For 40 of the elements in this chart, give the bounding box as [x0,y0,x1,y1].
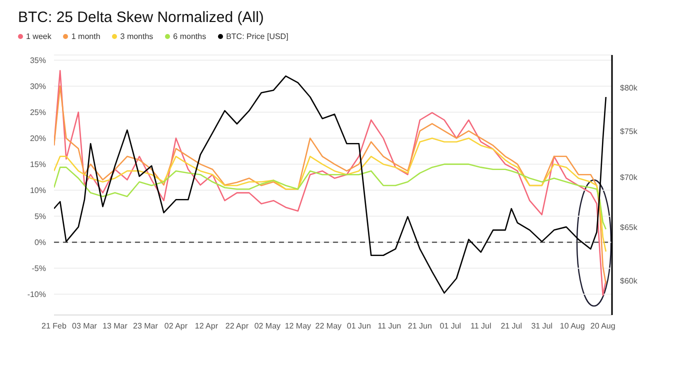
y-tick-label: 5% [34,212,46,222]
y2-tick-label: $65k [620,222,638,232]
x-tick-label: 12 Apr [194,322,218,331]
y-tick-label: 20% [30,134,46,144]
legend-label: 1 month [71,32,100,41]
y-tick-label: -10% [27,290,46,300]
y-tick-label: 15% [30,160,46,170]
legend-label: 3 months [120,32,154,41]
chart-title: BTC: 25 Delta Skew Normalized (All) [17,8,265,26]
x-tick-label: 01 Jun [346,322,371,331]
y2-tick-label: $80k [620,84,638,93]
x-tick-label: 11 Jul [470,322,492,331]
x-tick-label: 02 Apr [164,322,188,331]
x-tick-label: 11 Jun [378,322,402,331]
x-tick-label: 22 May [315,322,342,331]
x-tick-label: 21 Feb [42,322,68,331]
y-tick-label: 25% [30,108,46,118]
x-tick-label: 01 Jul [440,322,462,331]
y-tick-label: 30% [30,82,46,92]
y2-tick-label: $60k [620,276,638,286]
x-tick-label: 22 Apr [225,322,249,331]
y-tick-label: 0% [34,238,46,248]
x-tick-label: 02 May [254,322,281,331]
y-tick-label: 10% [30,186,46,196]
y2-tick-label: $75k [620,126,638,136]
x-tick-label: 10 Aug [560,322,585,331]
x-tick-label: 31 Jul [531,322,553,331]
y2-tick-label: $70k [620,173,638,182]
x-tick-label: 12 May [284,322,312,331]
legend-label: BTC: Price [USD] [226,32,288,41]
legend-label: 6 months [173,32,206,41]
x-tick-label: 21 Jul [500,322,522,331]
x-tick-label: 23 Mar [133,322,158,331]
x-tick-label: 13 Mar [102,322,128,331]
y-tick-label: 35% [30,56,46,66]
y-tick-label: -5% [32,264,46,274]
x-tick-label: 03 Mar [72,322,98,331]
x-tick-label: 20 Aug [590,322,616,331]
legend-label: 1 week [26,32,52,41]
x-tick-label: 21 Jun [408,322,432,331]
